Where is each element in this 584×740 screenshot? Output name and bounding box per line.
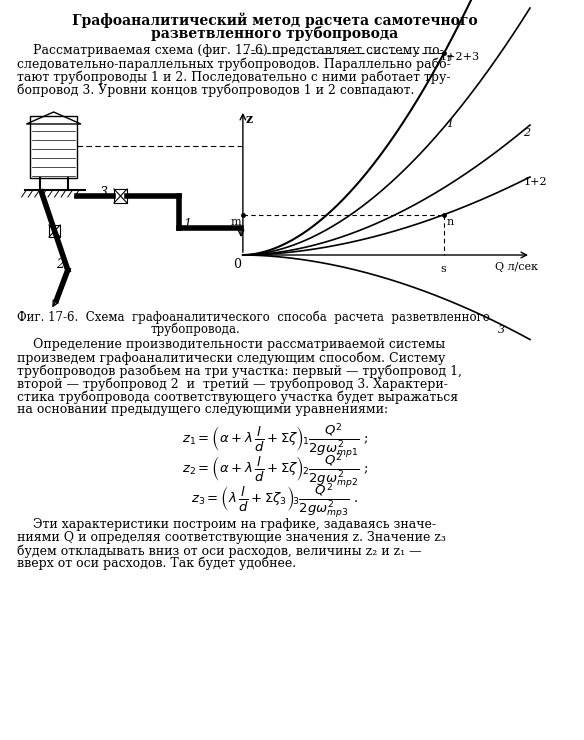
Text: Фиг. 17-6.  Схема  графоаналитического  способа  расчета  разветвленного: Фиг. 17-6. Схема графоаналитического спо… [17,310,490,323]
Text: 1: 1 [446,119,453,130]
Text: бопровод 3. Уровни концов трубопроводов 1 и 2 совпадают.: бопровод 3. Уровни концов трубопроводов … [17,83,414,96]
Text: 1+2+3: 1+2+3 [440,52,480,62]
Text: Рассматриваемая схема (фиг. 17-6) представляет систему по-: Рассматриваемая схема (фиг. 17-6) предст… [17,44,444,57]
Text: 1: 1 [183,218,192,231]
Text: будем откладывать вниз от оси расходов, величины z₂ и z₁ —: будем откладывать вниз от оси расходов, … [17,544,422,557]
Text: Эти характеристики построим на графике, задаваясь значе-: Эти характеристики построим на графике, … [17,518,436,531]
Text: Графоаналитический метод расчета самотечного: Графоаналитический метод расчета самотеч… [72,12,478,27]
Text: 0: 0 [234,258,241,271]
Text: трубопровода.: трубопровода. [151,322,241,335]
Text: 2: 2 [523,128,530,138]
Text: второй — трубопровод 2  и  третий — трубопровод 3. Характери-: второй — трубопровод 2 и третий — трубоп… [17,377,448,391]
Text: разветвленного трубопровода: разветвленного трубопровода [151,26,398,41]
Text: Определение производительности рассматриваемой системы: Определение производительности рассматри… [17,338,445,351]
Text: z: z [246,113,253,126]
Text: Q л/сек: Q л/сек [495,262,538,272]
Text: 1+2: 1+2 [523,178,547,187]
Text: 2: 2 [57,258,64,271]
Text: ниями Q и определяя соответствующие значения z. Значение z₃: ниями Q и определяя соответствующие знач… [17,531,446,544]
Text: вверх от оси расходов. Так будет удобнее.: вверх от оси расходов. Так будет удобнее… [17,557,296,571]
Text: тают трубопроводы 1 и 2. Последовательно с ними работает тру-: тают трубопроводы 1 и 2. Последовательно… [17,70,450,84]
Text: $z_1 = \left(\alpha + \lambda\,\dfrac{l}{d} + \Sigma\zeta\right)_{\!1}\dfrac{Q^2: $z_1 = \left(\alpha + \lambda\,\dfrac{l}… [182,422,368,461]
Bar [114,189,127,203]
Text: s: s [440,264,446,274]
Bar [30,116,77,178]
Text: $z_2 = \left(\alpha + \lambda\,\dfrac{l}{d} + \Sigma\zeta\right)_{\!2}\dfrac{Q^2: $z_2 = \left(\alpha + \lambda\,\dfrac{l}… [182,452,368,491]
Text: r: r [447,53,452,64]
Text: m: m [231,217,241,226]
Bar [49,225,60,237]
Text: 3: 3 [100,186,108,199]
Text: стика трубопровода соответствующего участка будет выражаться: стика трубопровода соответствующего учас… [17,390,458,403]
Text: $z_3 = \left(\lambda\,\dfrac{l}{d} + \Sigma\zeta_3\right)_{\!3}\dfrac{Q^2}{2g\om: $z_3 = \left(\lambda\,\dfrac{l}{d} + \Si… [191,482,359,521]
Text: n: n [447,217,454,226]
Text: на основании предыдущего следующими уравнениями:: на основании предыдущего следующими урав… [17,403,388,416]
Text: трубопроводов разобьем на три участка: первый — трубопровод 1,: трубопроводов разобьем на три участка: п… [17,364,462,377]
Text: 3: 3 [498,325,505,334]
Text: следовательно-параллельных трубопроводов. Параллельно рабо-: следовательно-параллельных трубопроводов… [17,57,451,70]
Text: произведем графоаналитически следующим способом. Систему: произведем графоаналитически следующим с… [17,351,446,365]
